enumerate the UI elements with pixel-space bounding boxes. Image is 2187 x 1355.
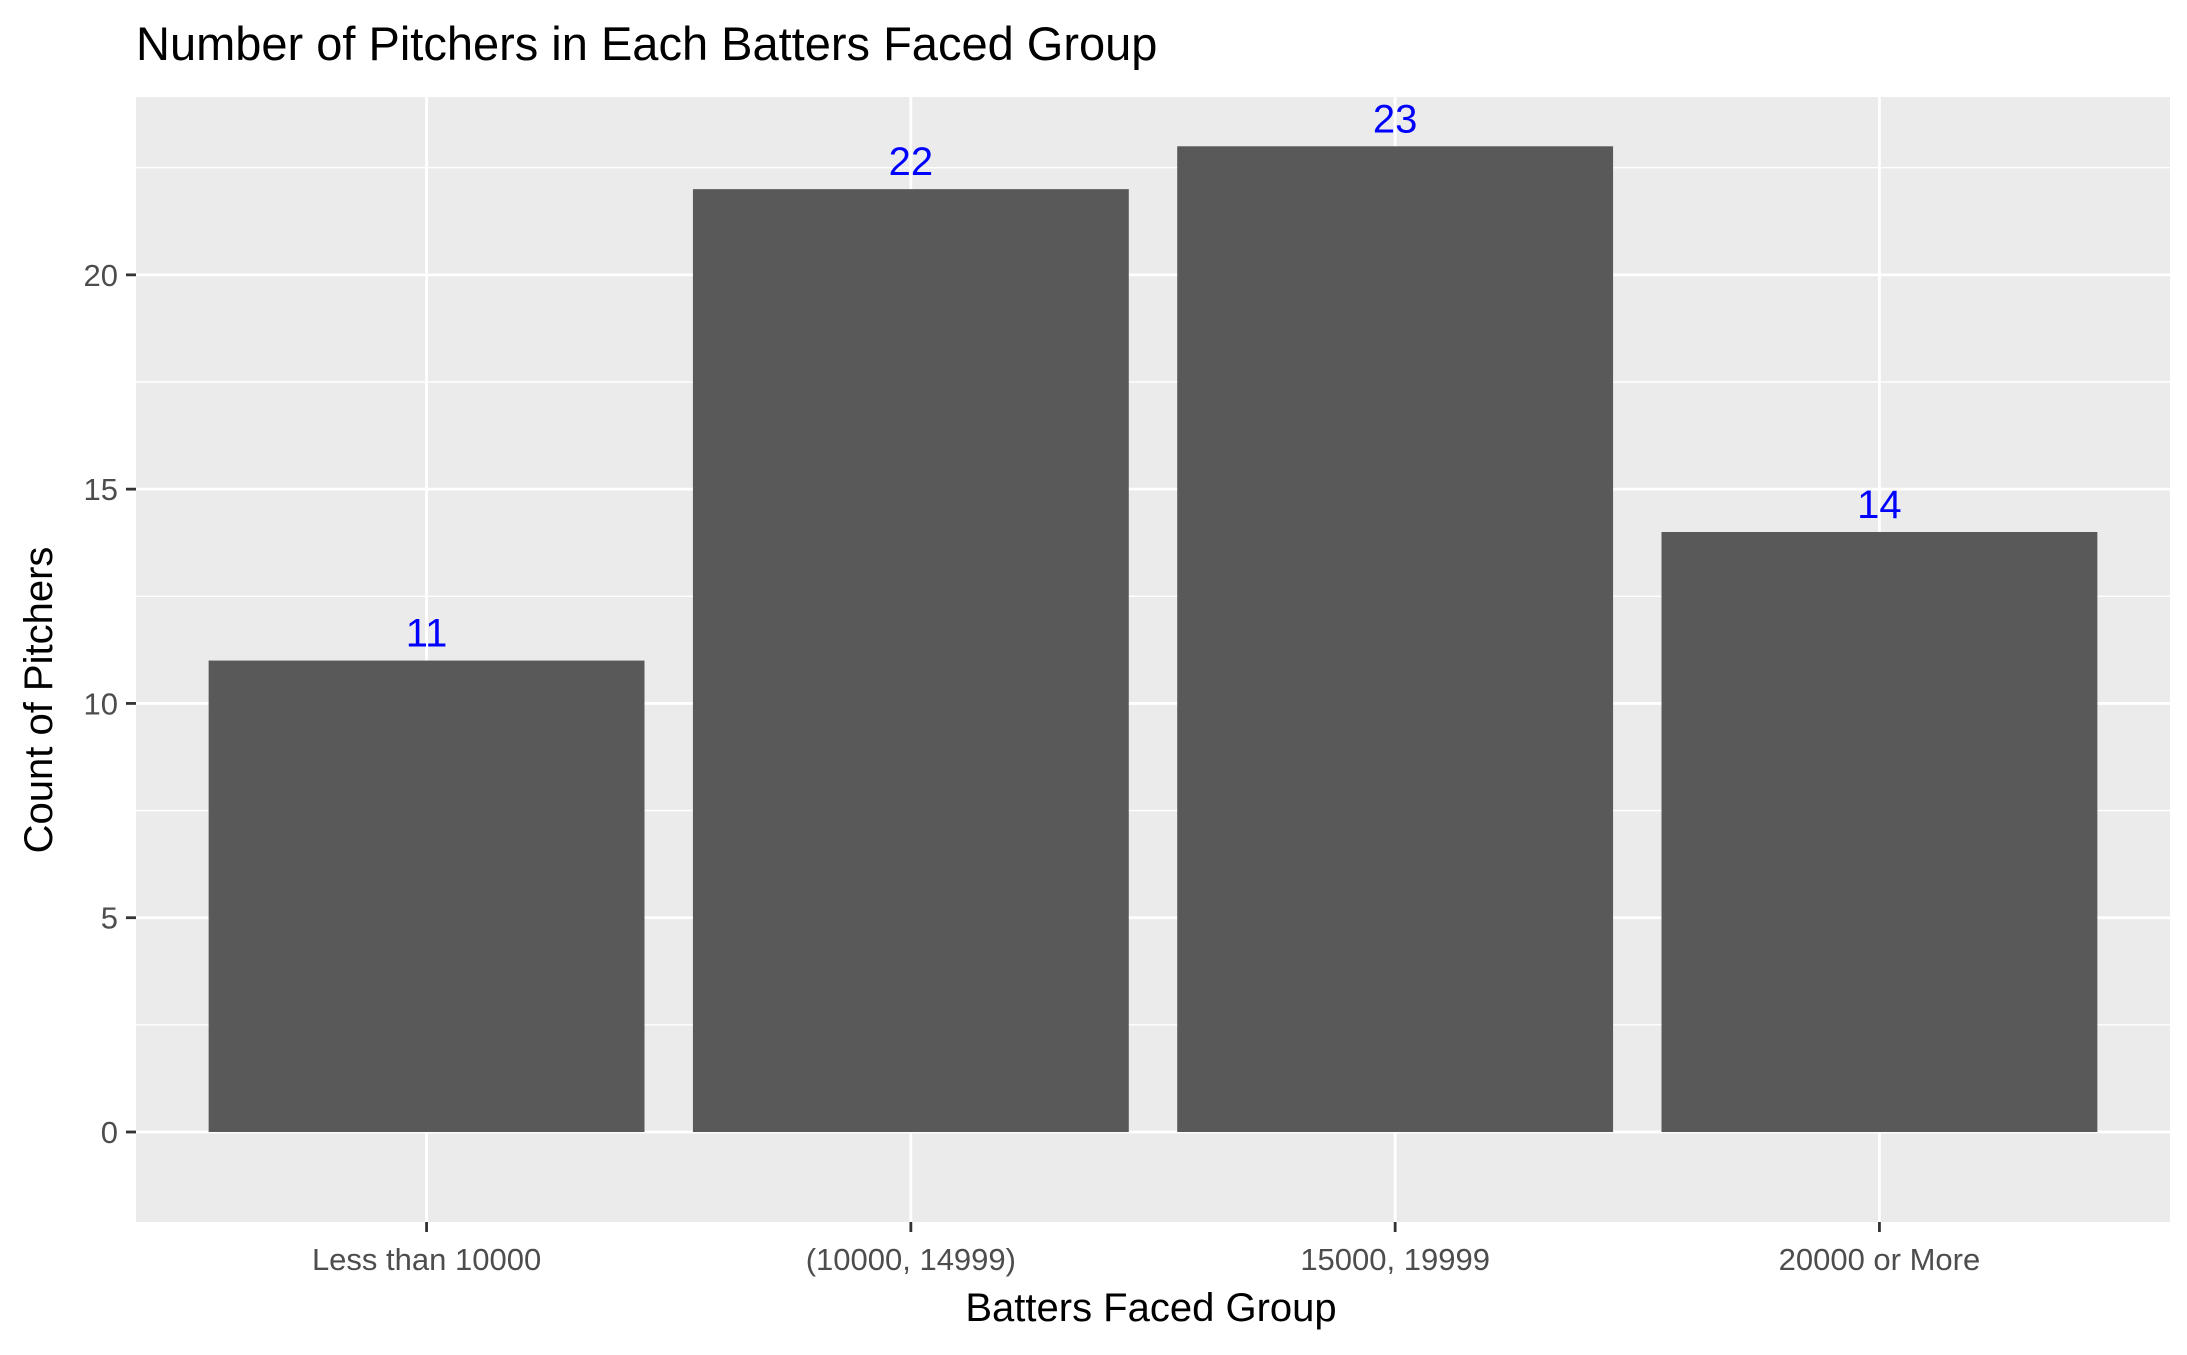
x-tick-label: 15000, 19999 <box>1300 1242 1490 1277</box>
bar-2 <box>692 189 1129 1133</box>
data-label: 11 <box>406 612 448 656</box>
bar-4 <box>1661 532 2098 1132</box>
data-label: 23 <box>1373 97 1418 141</box>
bar-1 <box>208 660 645 1132</box>
x-axis-title: Batters Faced Group <box>965 1286 1336 1330</box>
data-labels: 11 22 23 14 <box>406 97 1902 655</box>
axes: 0 5 10 15 20 Less than 10000 (10000, 14999) 150… <box>84 258 1981 1277</box>
data-label: 14 <box>1857 483 1902 527</box>
data-label: 22 <box>889 140 934 184</box>
y-tick-label: 15 <box>84 472 118 507</box>
y-tick-label: 5 <box>101 901 118 936</box>
y-tick-label: 0 <box>101 1115 118 1150</box>
x-tick-label: Less than 10000 <box>312 1242 541 1277</box>
x-tick-label: (10000, 14999) <box>806 1242 1016 1277</box>
bars <box>208 146 2098 1133</box>
bar-3 <box>1177 146 1614 1133</box>
chart-title: Number of Pitchers in Each Batters Faced… <box>136 17 1157 70</box>
y-tick-label: 20 <box>84 258 118 293</box>
y-tick-label: 10 <box>84 686 118 721</box>
x-tick-label: 20000 or More <box>1779 1242 1981 1277</box>
y-axis-title: Count of Pitchers <box>17 547 61 854</box>
